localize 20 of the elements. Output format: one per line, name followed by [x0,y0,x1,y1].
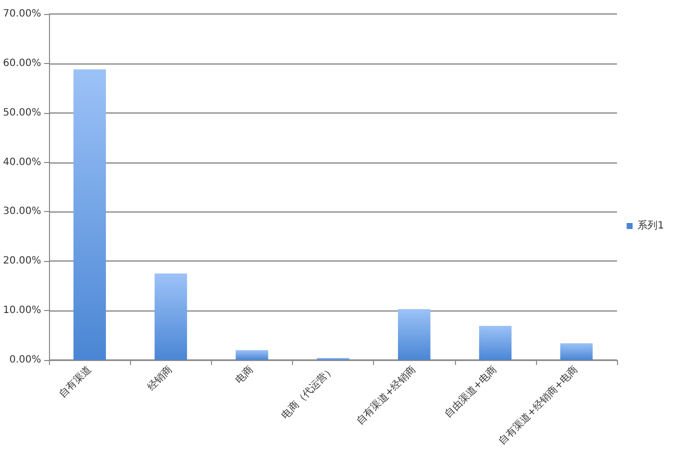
y-tick-label: 10.00% [2,305,42,316]
bar [479,326,512,360]
y-tick-label: 30.00% [2,206,42,218]
bar [236,350,268,360]
y-tick-label: 50.00% [2,107,42,118]
legend-label: 系列1 [638,220,664,232]
y-tick-label: 70.00% [2,8,42,20]
y-tick-label: 20.00% [2,256,42,267]
x-tick-label: 电商 [233,363,256,386]
x-tick-label: 电商（代运营） [278,363,337,422]
x-tick-label: 经销商 [145,363,175,394]
bar [560,343,593,360]
x-tick-label: 自有渠道+经销商 [354,363,418,428]
x-tick-label: 自有渠道 [56,363,94,400]
bar [154,274,188,360]
y-tick-label: 40.00% [2,156,42,168]
y-tick-label: 0.00% [9,354,42,366]
bar [398,309,430,360]
bar [73,69,106,360]
y-tick-label: 60.00% [2,58,42,69]
